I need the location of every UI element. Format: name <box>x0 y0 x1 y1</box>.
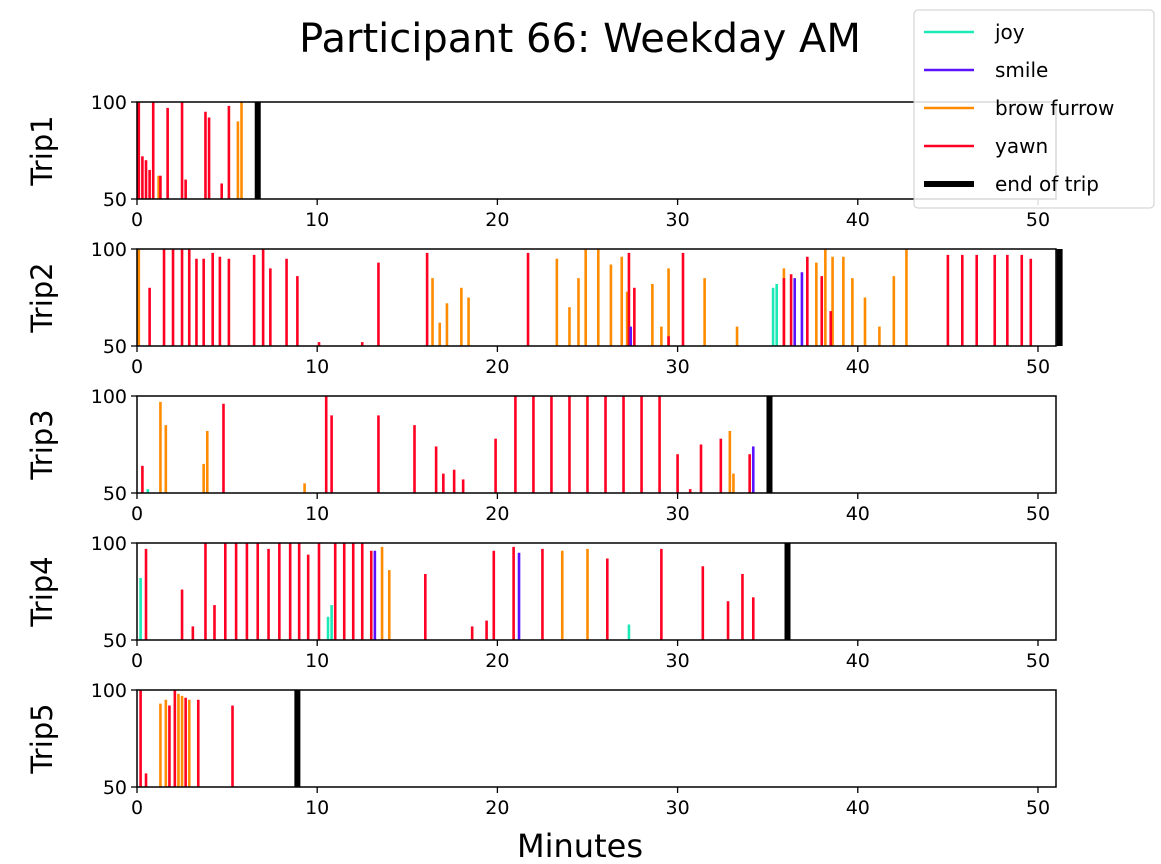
x-tick-label: 20 <box>485 356 509 378</box>
panel-trip1: 0 10 20 30 40 50 50 100 Trip1 <box>25 92 1057 231</box>
y-axis-label: Trip1 <box>25 115 59 186</box>
x-tick-label: 40 <box>846 209 870 231</box>
y-tick-label: 100 <box>91 533 127 555</box>
x-tick-label: 40 <box>846 797 870 819</box>
x-tick-label: 0 <box>131 503 143 525</box>
panel-trip4: 0 10 20 30 40 50 50 100 Trip4 <box>25 533 1057 672</box>
y-tick-label: 100 <box>91 680 127 702</box>
y-tick-label: 100 <box>91 239 127 261</box>
x-tick-label: 0 <box>131 209 143 231</box>
panel-trip5: 0 10 20 30 40 50 50 100 Trip5 <box>25 680 1057 819</box>
x-tick-label: 30 <box>665 209 689 231</box>
chart-legend: joy smile brow furrow yawn end of trip <box>913 9 1155 209</box>
y-tick-label: 50 <box>103 777 127 799</box>
x-tick-label: 20 <box>485 650 509 672</box>
x-tick-label: 30 <box>665 650 689 672</box>
x-tick-label: 40 <box>846 356 870 378</box>
x-axis-label: Minutes <box>517 827 643 864</box>
panel-trip3: 0 10 20 30 40 50 50 100 Trip3 <box>25 386 1057 525</box>
legend-entry-label: smile <box>995 58 1048 82</box>
x-tick-label: 10 <box>305 356 329 378</box>
legend-entry-label: joy <box>994 20 1025 44</box>
plot-frame <box>136 248 1057 347</box>
chart-title: Participant 66: Weekday AM <box>299 16 861 62</box>
x-tick-label: 30 <box>665 503 689 525</box>
x-tick-label: 40 <box>846 650 870 672</box>
y-tick-label: 50 <box>103 483 127 505</box>
y-tick-label: 50 <box>103 336 127 358</box>
y-tick-label: 50 <box>103 189 127 211</box>
plot-frame <box>136 542 1057 641</box>
y-tick-label: 100 <box>91 92 127 114</box>
y-axis-label: Trip5 <box>25 703 59 774</box>
legend-entry-label: end of trip <box>995 172 1099 196</box>
x-tick-label: 10 <box>305 797 329 819</box>
x-tick-label: 50 <box>1026 650 1050 672</box>
y-axis-label: Trip4 <box>25 556 59 627</box>
x-tick-label: 10 <box>305 209 329 231</box>
x-tick-label: 40 <box>846 503 870 525</box>
y-axis-label: Trip3 <box>25 409 59 480</box>
x-tick-label: 50 <box>1026 356 1050 378</box>
x-tick-label: 10 <box>305 503 329 525</box>
x-tick-label: 10 <box>305 650 329 672</box>
x-tick-label: 20 <box>485 797 509 819</box>
plot-frame <box>136 395 1057 494</box>
x-tick-label: 0 <box>131 650 143 672</box>
x-tick-label: 30 <box>665 356 689 378</box>
x-tick-label: 20 <box>485 503 509 525</box>
x-tick-label: 50 <box>1026 503 1050 525</box>
x-tick-label: 0 <box>131 797 143 819</box>
y-axis-label: Trip2 <box>25 262 59 333</box>
x-tick-label: 50 <box>1026 209 1050 231</box>
legend-box <box>913 9 1155 209</box>
legend-entry-label: brow furrow <box>995 96 1114 120</box>
y-tick-label: 50 <box>103 630 127 652</box>
x-tick-label: 20 <box>485 209 509 231</box>
x-tick-label: 0 <box>131 356 143 378</box>
x-tick-label: 30 <box>665 797 689 819</box>
plot-frame <box>136 689 1057 788</box>
legend-entry-label: yawn <box>995 134 1048 158</box>
panel-trip2: 0 10 20 30 40 50 50 100 Trip2 <box>25 239 1063 378</box>
x-tick-label: 50 <box>1026 797 1050 819</box>
y-tick-label: 100 <box>91 386 127 408</box>
